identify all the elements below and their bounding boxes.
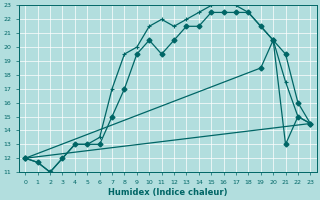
X-axis label: Humidex (Indice chaleur): Humidex (Indice chaleur) — [108, 188, 228, 197]
